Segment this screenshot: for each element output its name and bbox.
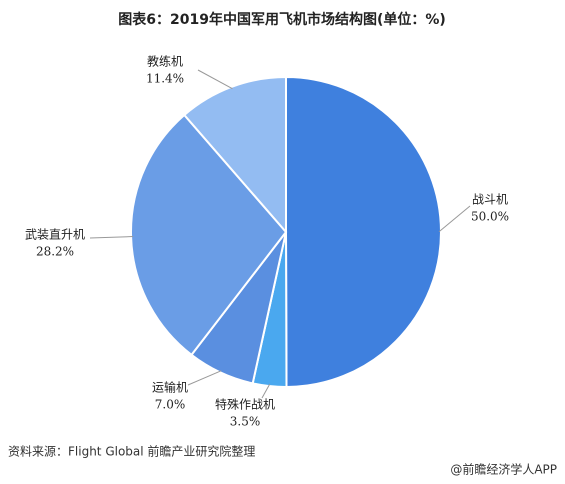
source: 资料来源：Flight Global 前瞻产业研究院整理 <box>8 444 255 459</box>
value-label: 50.0% <box>471 210 509 224</box>
slice-label: 武装直升机 <box>25 228 85 242</box>
leader-line <box>197 69 233 90</box>
leader-line <box>187 370 222 386</box>
slice-label: 运输机 <box>152 380 188 395</box>
chart-title: 图表6：2019年中国军用飞机市场结构图(单位：%) <box>118 11 446 28</box>
pie-slice <box>285 75 442 389</box>
leader-line <box>438 205 471 233</box>
value-label: 3.5% <box>230 415 261 429</box>
slice-label: 教练机 <box>147 54 183 69</box>
pie-slice <box>182 75 287 235</box>
value-label: 28.2% <box>36 245 74 259</box>
leader-line <box>89 236 134 239</box>
value-label: 11.4% <box>146 72 184 86</box>
slice-label: 特殊作战机 <box>215 397 275 412</box>
value-label: 7.0% <box>155 398 186 412</box>
slice-label: 战斗机 <box>472 193 508 207</box>
brand: @前瞻经济学人APP <box>450 462 557 477</box>
leader-line <box>261 383 271 399</box>
